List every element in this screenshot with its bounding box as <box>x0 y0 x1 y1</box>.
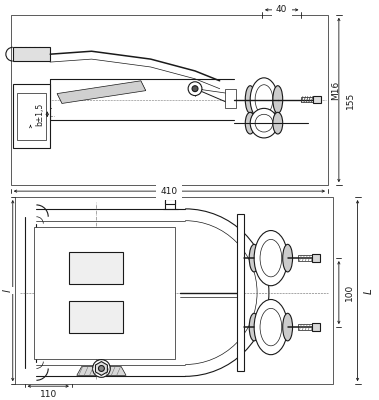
Ellipse shape <box>192 86 198 92</box>
Bar <box>69 252 123 284</box>
Bar <box>237 214 244 372</box>
Text: 110: 110 <box>39 390 57 399</box>
Text: 100: 100 <box>345 284 354 301</box>
Bar <box>166 199 175 204</box>
Ellipse shape <box>283 244 293 272</box>
Ellipse shape <box>92 360 110 377</box>
Bar <box>34 226 175 359</box>
Ellipse shape <box>188 82 202 96</box>
Bar <box>13 84 50 148</box>
Ellipse shape <box>260 308 282 346</box>
Ellipse shape <box>249 313 259 341</box>
Bar <box>313 96 321 104</box>
Bar <box>301 96 321 102</box>
Polygon shape <box>57 81 146 104</box>
Polygon shape <box>77 366 126 375</box>
Ellipse shape <box>273 112 283 134</box>
Bar <box>69 302 123 333</box>
Ellipse shape <box>283 313 293 341</box>
Ellipse shape <box>273 86 283 113</box>
Bar <box>13 47 50 61</box>
Ellipse shape <box>250 78 278 121</box>
Text: M16: M16 <box>331 80 340 100</box>
Text: L: L <box>363 288 373 294</box>
Text: 410: 410 <box>161 187 178 196</box>
Text: 40: 40 <box>276 5 287 14</box>
Text: b±1,5: b±1,5 <box>35 103 44 126</box>
Ellipse shape <box>255 114 273 132</box>
Ellipse shape <box>245 86 255 113</box>
Ellipse shape <box>260 240 282 277</box>
Ellipse shape <box>255 85 273 114</box>
Bar <box>17 93 46 140</box>
Bar <box>312 323 320 331</box>
Bar <box>15 197 333 384</box>
Bar <box>11 15 328 185</box>
Text: 155: 155 <box>346 91 355 109</box>
Bar <box>299 255 320 261</box>
Bar <box>299 324 320 330</box>
Ellipse shape <box>254 300 288 355</box>
Polygon shape <box>96 362 107 375</box>
Ellipse shape <box>250 108 278 138</box>
Text: l: l <box>3 289 13 292</box>
Ellipse shape <box>245 112 255 134</box>
Ellipse shape <box>99 366 104 372</box>
Ellipse shape <box>249 244 259 272</box>
Bar <box>225 89 236 108</box>
Bar <box>312 254 320 262</box>
Ellipse shape <box>254 230 288 286</box>
